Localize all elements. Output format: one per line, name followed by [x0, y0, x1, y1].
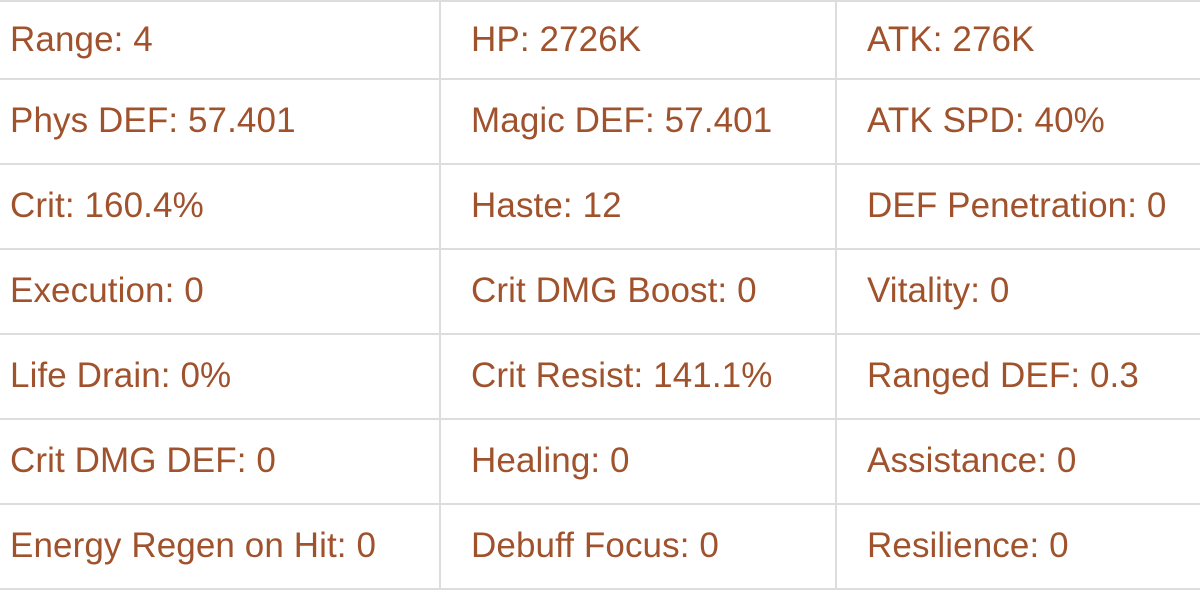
stat-text: Life Drain: 0%: [10, 356, 232, 396]
stat-cell-atk: ATK: 276K: [836, 0, 1200, 80]
stat-cell-crit-dmg-def: Crit DMG DEF: 0: [0, 419, 441, 505]
table-row: Phys DEF: 57.401 Magic DEF: 57.401 ATK S…: [0, 79, 1200, 165]
table-row: Crit: 160.4% Haste: 12 DEF Penetration: …: [0, 164, 1200, 250]
stat-cell-hp: HP: 2726K: [440, 0, 837, 80]
stat-cell-energy-regen-on-hit: Energy Regen on Hit: 0: [0, 504, 441, 590]
stat-text: ATK SPD: 40%: [867, 101, 1105, 141]
stat-text: Crit Resist: 141.1%: [471, 356, 773, 396]
stat-cell-resilience: Resilience: 0: [836, 504, 1200, 590]
stat-text: Healing: 0: [471, 441, 630, 481]
stat-cell-ranged-def: Ranged DEF: 0.3: [836, 334, 1200, 420]
stat-text: Resilience: 0: [867, 526, 1069, 566]
table-row: Energy Regen on Hit: 0 Debuff Focus: 0 R…: [0, 504, 1200, 590]
stat-cell-range: Range: 4: [0, 0, 441, 80]
stat-cell-execution: Execution: 0: [0, 249, 441, 335]
stat-cell-vitality: Vitality: 0: [836, 249, 1200, 335]
stat-cell-magic-def: Magic DEF: 57.401: [440, 79, 837, 165]
stat-cell-debuff-focus: Debuff Focus: 0: [440, 504, 837, 590]
table-row: Crit DMG DEF: 0 Healing: 0 Assistance: 0: [0, 419, 1200, 505]
stat-text: Crit: 160.4%: [10, 186, 204, 226]
stat-text: Vitality: 0: [867, 271, 1010, 311]
stat-text: Execution: 0: [10, 271, 204, 311]
stat-cell-crit: Crit: 160.4%: [0, 164, 441, 250]
stat-cell-def-penetration: DEF Penetration: 0: [836, 164, 1200, 250]
stat-cell-phys-def: Phys DEF: 57.401: [0, 79, 441, 165]
stat-text: HP: 2726K: [471, 19, 642, 59]
stat-text: Crit DMG DEF: 0: [10, 441, 276, 481]
table-row: Life Drain: 0% Crit Resist: 141.1% Range…: [0, 334, 1200, 420]
stat-text: Ranged DEF: 0.3: [867, 356, 1139, 396]
stat-cell-atk-spd: ATK SPD: 40%: [836, 79, 1200, 165]
stat-text: Debuff Focus: 0: [471, 526, 719, 566]
stat-text: Assistance: 0: [867, 441, 1077, 481]
stat-cell-healing: Healing: 0: [440, 419, 837, 505]
stat-text: ATK: 276K: [867, 19, 1035, 59]
stat-cell-life-drain: Life Drain: 0%: [0, 334, 441, 420]
stat-text: Crit DMG Boost: 0: [471, 271, 757, 311]
stat-text: Energy Regen on Hit: 0: [10, 526, 377, 566]
stat-cell-crit-dmg-boost: Crit DMG Boost: 0: [440, 249, 837, 335]
stat-text: Magic DEF: 57.401: [471, 101, 773, 141]
table-row: Range: 4 HP: 2726K ATK: 276K: [0, 0, 1200, 80]
stat-text: Haste: 12: [471, 186, 622, 226]
stat-text: DEF Penetration: 0: [867, 186, 1167, 226]
stat-cell-haste: Haste: 12: [440, 164, 837, 250]
table-row: Execution: 0 Crit DMG Boost: 0 Vitality:…: [0, 249, 1200, 335]
stat-text: Range: 4: [10, 19, 153, 59]
stat-cell-assistance: Assistance: 0: [836, 419, 1200, 505]
stat-text: Phys DEF: 57.401: [10, 101, 296, 141]
stat-cell-crit-resist: Crit Resist: 141.1%: [440, 334, 837, 420]
